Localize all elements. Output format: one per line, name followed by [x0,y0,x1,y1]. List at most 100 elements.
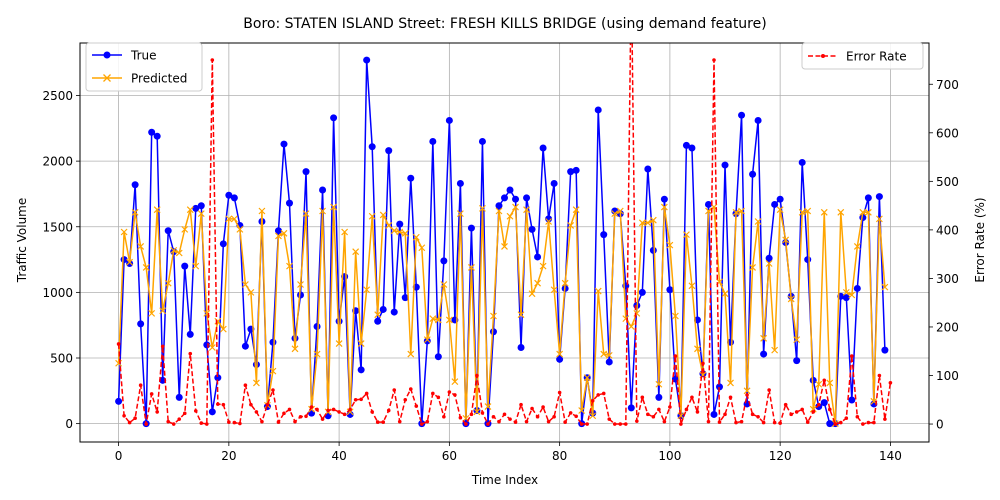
y-right-tick-label: 400 [936,223,959,237]
series-predicted-point [660,203,668,211]
series-predicted-point [760,334,768,342]
series-true-point [649,246,657,254]
x-tick-label: 0 [115,449,123,463]
series-true-point [153,132,161,140]
series-true-point [407,174,415,182]
legend-right-box [801,42,924,70]
series-predicted-point [732,208,740,216]
series-predicted-point [175,249,183,257]
series-predicted-point [594,287,602,295]
series-error-point [508,417,512,421]
series-true-point [550,179,558,187]
series-true-point [721,161,729,169]
series-error-point [673,354,678,358]
series-error-point [833,422,838,426]
series-error-point [640,395,645,400]
series-predicted-point [252,379,260,387]
series-predicted-point [484,403,492,410]
series-error-point [728,395,733,400]
series-predicted-point [335,340,343,347]
series-true-point [429,137,437,145]
series-error-point [612,422,617,426]
series-predicted-point [881,283,889,291]
series-true-point [131,181,139,189]
x-tick-label: 100 [658,449,681,463]
legend-error-label: Error Rate [846,50,907,64]
y-right-axis-ticks: 0 100 200 300 400 500 600 700 [929,78,959,432]
series-error-point [607,417,612,421]
y-right-tick-label: 200 [936,320,959,334]
x-tick-label: 60 [442,449,457,463]
series-predicted-point [512,203,519,211]
x-tick-label: 120 [769,449,792,463]
series-predicted-point [137,243,145,250]
series-predicted-point [567,222,575,229]
series-true-point [197,202,205,210]
series-true-point [749,170,757,178]
y-left-axis-ticks: 0 500 1000 1500 2000 2500 [42,89,80,431]
series-error-point [513,420,518,424]
y-right-tick-label: 300 [936,272,959,286]
series-predicted-point [291,345,299,353]
series-error-point [155,410,159,414]
series-predicted-point [776,206,784,214]
series-error-point [883,417,887,421]
series-error-point [309,405,314,409]
series-error-point [243,383,248,388]
series-true-point [440,257,448,265]
series-error-point [541,405,545,409]
series-predicted-point [534,279,542,287]
series-error-point [695,410,700,414]
series-predicted-point [572,206,580,214]
y-left-tick-label: 0 [65,417,73,431]
series-true-point [396,220,404,228]
series-predicted-point [875,215,883,223]
series-predicted-point [771,346,779,354]
y-right-axis-label: Error Rate (%) [973,197,987,282]
series-true-point [804,256,812,264]
series-error-point [260,419,264,424]
series-true-point [241,342,249,350]
series-predicted-point [418,244,426,252]
series-true-point [115,397,123,405]
series-predicted-point [688,282,696,290]
series-predicted-point [837,208,845,216]
series-error-point [767,388,771,392]
series-true-point [572,166,580,174]
series-predicted-point [186,206,194,214]
series-predicted-point [550,286,558,294]
series-predicted-point [627,323,635,330]
series-true-point [269,338,277,346]
series-predicted-point [578,407,586,414]
series-error-point [469,412,474,417]
series-predicted-point [357,340,365,347]
series-error-point [453,393,457,397]
series-true-point [489,328,497,336]
series-true-point [192,204,200,212]
series-error-point [546,419,551,424]
series-true-point [666,286,674,294]
series-predicted-point [826,379,834,387]
series-predicted-point [440,281,448,288]
series-predicted-point [655,380,663,388]
series-true-point [225,191,233,199]
series-error-point [635,419,639,423]
series-true-point [776,195,784,203]
series-predicted-point [616,207,624,215]
series-predicted-point [528,290,536,298]
series-true-point [545,215,553,223]
series-error-point [315,407,319,412]
series-predicted-point [192,262,200,270]
series-error-point [414,404,419,408]
y-left-tick-label: 500 [50,352,73,366]
series-predicted-point [385,222,393,229]
series-predicted-point [429,315,437,323]
series-error-point [232,420,237,425]
series-predicted-point [148,309,156,317]
series-predicted-point [611,210,619,218]
series-true-point [864,194,872,202]
series-predicted-point [368,212,376,220]
series-true-point [434,353,442,361]
series-error-point [182,411,187,416]
series-predicted-point [297,281,304,288]
